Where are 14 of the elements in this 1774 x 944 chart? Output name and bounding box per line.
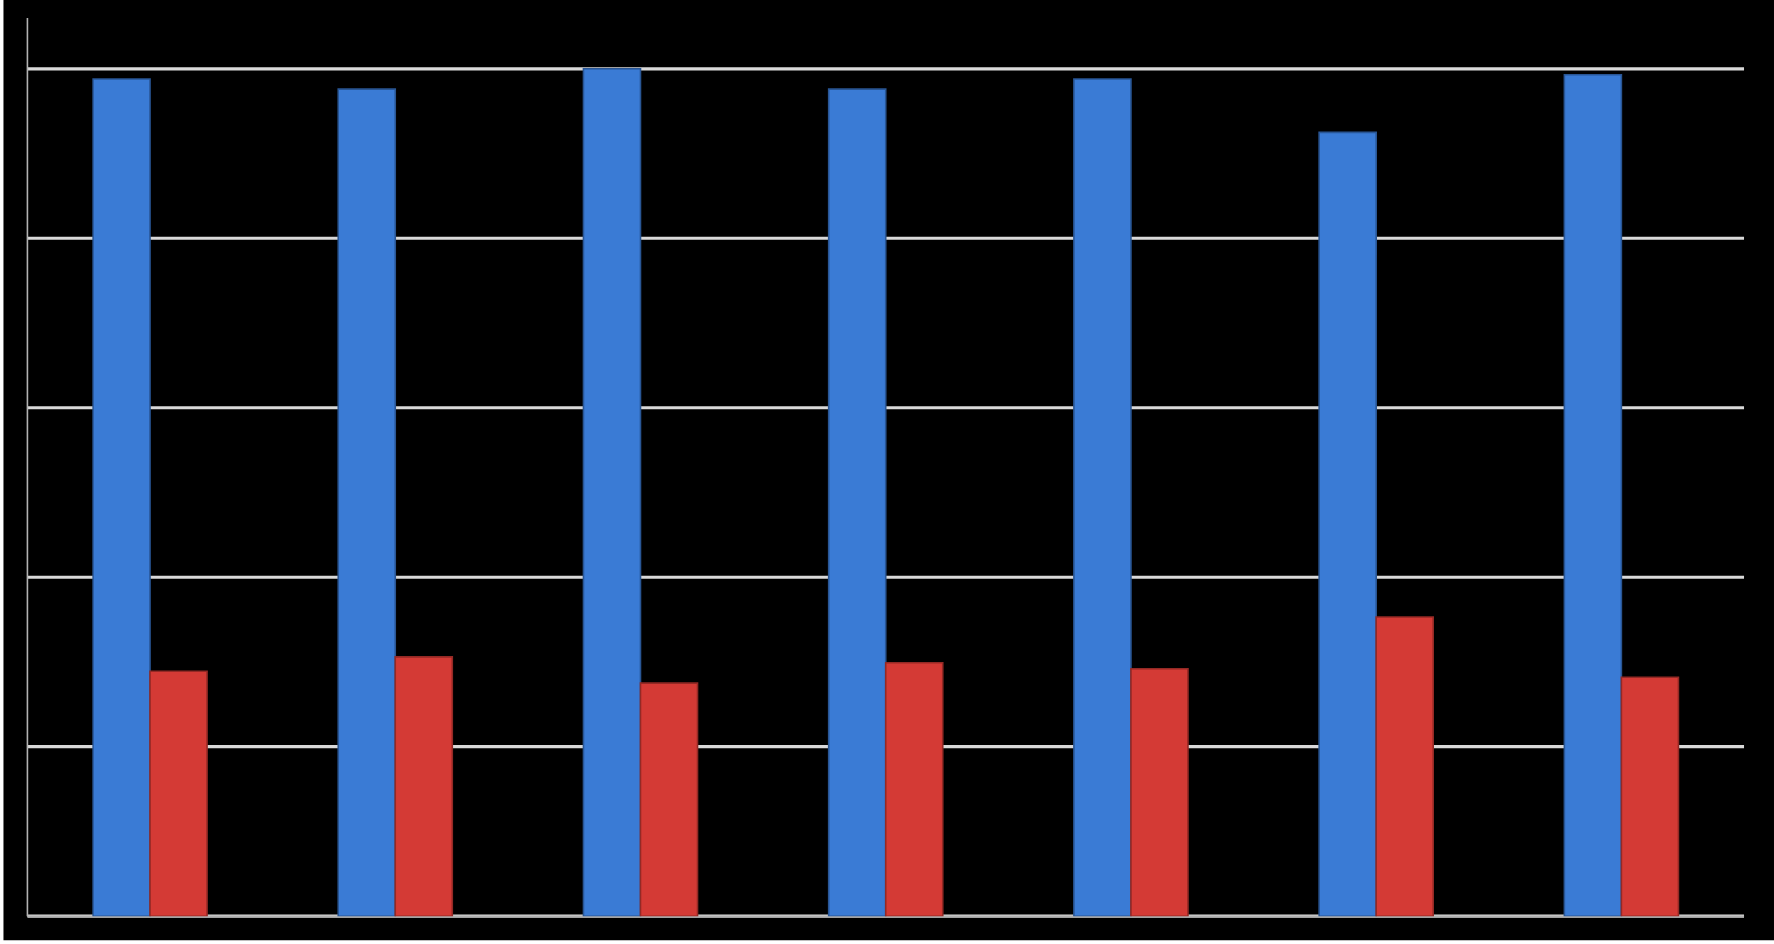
bar [827,88,887,917]
bar [1318,131,1377,917]
bar [1130,668,1189,917]
bar [884,662,944,917]
bar [394,656,454,917]
bar [1620,676,1680,917]
bar [92,78,151,917]
bar [1375,616,1435,917]
bar [1563,74,1623,917]
bar [337,88,397,917]
bar [582,68,642,917]
bar [149,670,208,917]
bar [639,682,699,917]
bar [1073,78,1132,917]
